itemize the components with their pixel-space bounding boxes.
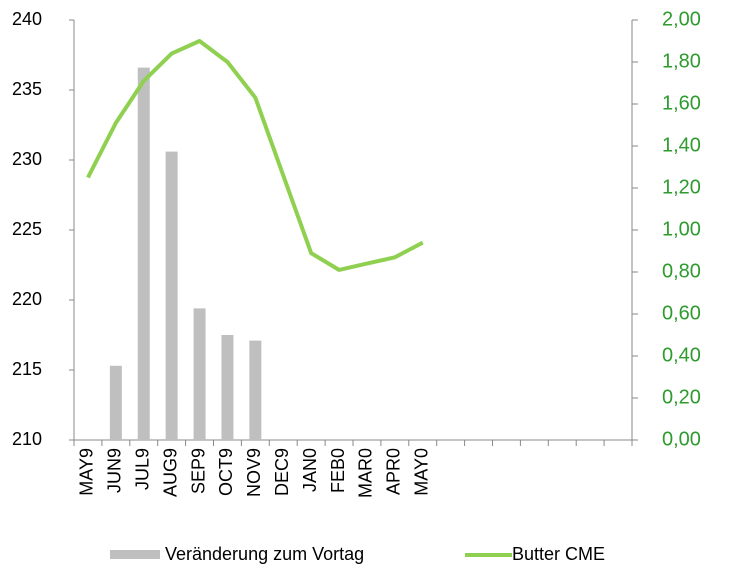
x-tick-label: JUL9 (133, 448, 153, 490)
y-tick-label: 240 (12, 9, 42, 29)
y2-tick-label: 1,60 (662, 92, 701, 114)
y-tick-label: 220 (12, 289, 42, 309)
line (86, 39, 424, 272)
y2-tick-label: 1,20 (662, 176, 701, 198)
y2-tick-label: 1,00 (662, 218, 701, 240)
bar (221, 335, 234, 440)
x-tick-label: AUG9 (160, 448, 180, 497)
y-tick-label: 230 (12, 149, 42, 169)
y-tick-label: 225 (12, 219, 42, 239)
y2-tick-label: 0,60 (662, 302, 701, 324)
x-tick-label: DEC9 (272, 448, 292, 496)
x-tick-label: NOV9 (244, 448, 264, 497)
y-tick-label: 235 (12, 79, 42, 99)
y2-tick-label: 0,20 (662, 386, 701, 408)
x-tick-label: APR0 (384, 448, 404, 495)
y2-tick-label: 2,00 (662, 8, 701, 30)
x-tick-label: MAR0 (356, 448, 376, 498)
legend-label: Butter CME (512, 544, 605, 564)
x-tick-label: FEB0 (328, 448, 348, 493)
bar (137, 67, 150, 440)
legend-label: Veränderung zum Vortag (165, 544, 364, 564)
bar (165, 151, 178, 440)
bar (193, 308, 206, 440)
y2-tick-label: 1,80 (662, 50, 701, 72)
y2-tick-label: 0,00 (662, 428, 701, 450)
y2-tick-label: 0,80 (662, 260, 701, 282)
y-tick-label: 215 (12, 359, 42, 379)
x-tick-label: MAY0 (412, 448, 432, 496)
x-tick-label: OCT9 (216, 448, 236, 496)
x-tick-label: JUN9 (105, 448, 125, 493)
legend-swatch (110, 550, 160, 559)
y2-tick-label: 1,40 (662, 134, 701, 156)
x-tick-label: JAN0 (300, 448, 320, 492)
bar (249, 340, 262, 440)
x-tick-label: MAY9 (77, 448, 97, 496)
bar (109, 365, 122, 440)
x-tick-label: SEP9 (188, 448, 208, 494)
y-tick-label: 210 (12, 429, 42, 449)
y2-tick-label: 0,40 (662, 344, 701, 366)
